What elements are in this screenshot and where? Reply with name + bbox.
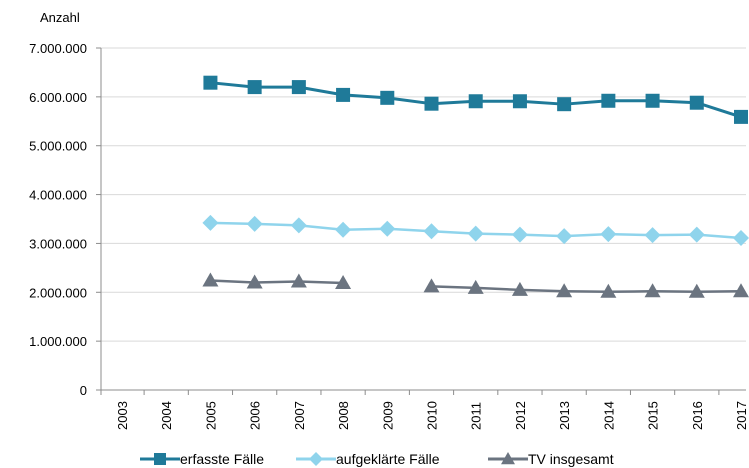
x-tick-label: 2006 xyxy=(248,401,263,430)
x-tick-label: 2008 xyxy=(336,401,351,430)
series-2-point xyxy=(467,279,484,294)
series-2-segment xyxy=(475,286,520,292)
series-1-point xyxy=(246,215,263,232)
series-0-point xyxy=(512,94,527,109)
series-2-point xyxy=(600,283,617,298)
series-0-segment xyxy=(387,96,432,106)
y-tick-label: 7.000.000 xyxy=(29,41,87,56)
series-2-point xyxy=(423,278,440,293)
series-2-point xyxy=(688,283,705,298)
series-2-point xyxy=(733,283,749,298)
y-tick-label: 1.000.000 xyxy=(29,334,87,349)
series-2-segment xyxy=(210,279,255,284)
series-0-segment xyxy=(298,85,344,97)
series-1-point xyxy=(688,226,705,243)
series-2-point xyxy=(246,274,263,289)
series-2-point xyxy=(511,281,528,296)
legend-item-1: aufgeklärte Fälle xyxy=(296,451,440,467)
series-0-point xyxy=(689,95,704,110)
series-1-point xyxy=(290,217,307,234)
y-tick-label: 6.000.000 xyxy=(29,90,87,105)
series-2-point xyxy=(290,273,307,288)
series-1-point xyxy=(644,227,661,244)
x-tick-label: 2007 xyxy=(292,401,307,430)
series-0-point xyxy=(380,90,395,105)
series-2-segment xyxy=(519,288,565,293)
x-tick-label: 2003 xyxy=(115,401,130,430)
series xyxy=(202,75,749,298)
series-0 xyxy=(203,75,748,124)
legend-swatch-marker xyxy=(501,452,515,465)
series-0-point xyxy=(601,93,616,108)
series-1-segment xyxy=(298,224,344,231)
x-tick-label: 2010 xyxy=(425,401,440,430)
series-0-point xyxy=(203,75,218,90)
series-1-point xyxy=(556,228,573,245)
y-axis-title: Anzahl xyxy=(40,10,80,25)
series-0-segment xyxy=(652,99,697,105)
legend-label: aufgeklärte Fälle xyxy=(336,451,440,467)
x-tick-label: 2009 xyxy=(380,401,395,430)
series-1-point xyxy=(467,225,484,242)
series-2 xyxy=(202,272,749,298)
axes xyxy=(96,47,746,395)
y-tick-label: 3.000.000 xyxy=(29,236,87,251)
x-tick-label: 2012 xyxy=(513,401,528,430)
series-0-point xyxy=(734,109,748,124)
series-1-point xyxy=(423,223,440,240)
x-tick-label: 2004 xyxy=(159,401,174,430)
series-0-segment xyxy=(342,93,388,100)
series-2-segment xyxy=(298,280,344,285)
series-0-segment xyxy=(519,99,565,106)
series-0-point xyxy=(247,80,262,95)
legend: erfasste Fälle aufgeklärte Fälle TV insges… xyxy=(140,451,614,467)
y-tick-label: 2.000.000 xyxy=(29,285,87,300)
x-tick-label: 2005 xyxy=(203,401,218,430)
series-0-segment xyxy=(696,101,742,119)
x-tick-label: 2013 xyxy=(557,401,572,430)
x-tick-label: 2016 xyxy=(690,401,705,430)
series-0-point xyxy=(557,97,572,112)
series-0-segment xyxy=(431,99,476,106)
legend-item-0: erfasste Fälle xyxy=(140,451,264,467)
series-0-segment xyxy=(564,99,609,106)
series-1 xyxy=(202,214,749,247)
series-0-point xyxy=(291,80,306,95)
series-2-point xyxy=(644,283,661,298)
x-axis-tick-labels: 2003 2004 2005 2006 2007 2008 2009 2010 2011 2012… xyxy=(115,401,749,430)
x-tick-label: 2014 xyxy=(601,401,616,430)
series-2-segment xyxy=(254,280,299,284)
legend-label: TV insgesamt xyxy=(528,451,614,467)
series-0-point xyxy=(468,94,483,109)
legend-label: erfasste Fälle xyxy=(180,451,264,467)
legend-swatch-marker xyxy=(309,452,323,466)
series-0-segment xyxy=(210,81,255,89)
legend-item-2: TV insgesamt xyxy=(488,451,614,467)
series-0-point xyxy=(645,93,660,108)
x-tick-label: 2015 xyxy=(646,401,661,430)
series-1-point xyxy=(202,214,219,231)
series-1-point xyxy=(335,221,352,238)
y-tick-label: 0 xyxy=(80,383,87,398)
x-tick-label: 2017 xyxy=(734,401,749,430)
series-1-point xyxy=(733,230,749,247)
series-1-point xyxy=(511,226,528,243)
x-tick-label: 2011 xyxy=(469,402,484,430)
y-tick-label: 5.000.000 xyxy=(29,139,87,154)
series-2-point xyxy=(335,275,352,290)
grid-lines xyxy=(101,47,746,342)
series-1-point xyxy=(379,220,396,237)
series-2-segment xyxy=(431,285,476,290)
series-1-point xyxy=(600,226,617,243)
series-2-point xyxy=(556,283,573,298)
series-0-point xyxy=(424,96,439,111)
legend-swatch-marker xyxy=(154,453,166,465)
y-tick-label: 4.000.000 xyxy=(29,188,87,203)
series-0-point xyxy=(336,87,351,102)
y-axis-tick-labels: 0 1.000.000 2.000.000 3.000.000 4.000.000 5.0… xyxy=(29,41,87,398)
series-2-point xyxy=(202,272,219,287)
